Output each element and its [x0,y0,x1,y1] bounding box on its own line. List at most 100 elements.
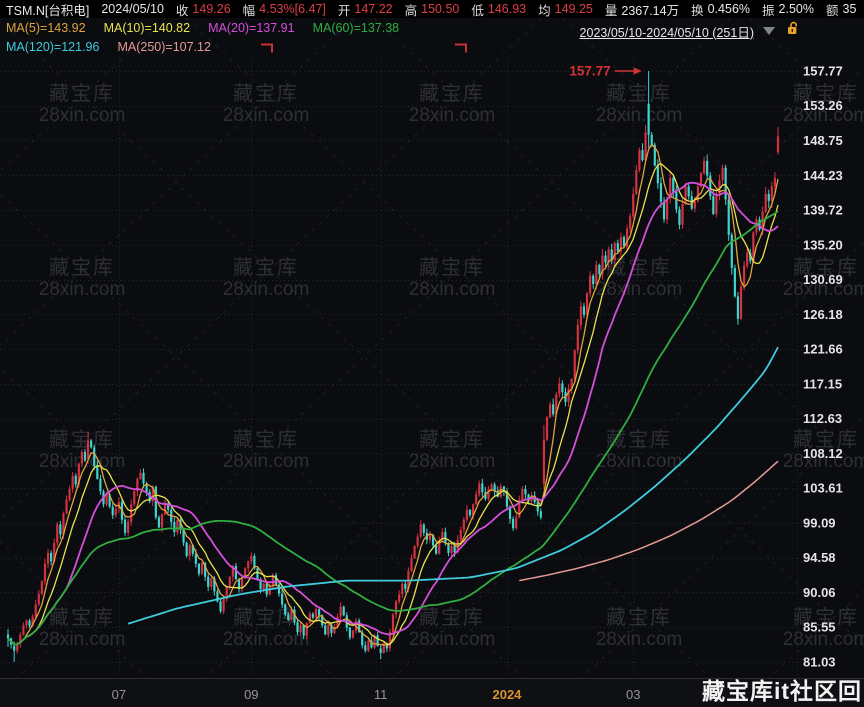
ma-legend-row-1: MA(5)=143.92 MA(10)=140.82 MA(20)=137.91 MA… [6,21,417,35]
svg-text:藏宝库: 藏宝库 [233,428,299,451]
svg-text:28xin.com: 28xin.com [409,629,496,650]
quote-field-换: 换 0.456% [691,2,751,18]
svg-text:28xin.com: 28xin.com [223,279,310,300]
ma-legend-row-2: MA(120)=121.96 MA(250)=107.12 [6,40,229,54]
svg-text:藏宝库: 藏宝库 [419,82,485,105]
svg-text:藏宝库: 藏宝库 [419,256,485,279]
legend-ma5: MA(5)=143.92 [6,21,86,35]
svg-text:90.06: 90.06 [803,585,836,600]
svg-text:94.58: 94.58 [803,550,836,565]
price-axis-labels: 157.77 153.26 148.75 144.23 139.72 135.20 130.… [803,64,843,670]
legend-ma120: MA(120)=121.96 [6,40,100,54]
svg-text:藏宝库: 藏宝库 [606,256,672,279]
quote-field-低: 低 146.93 [471,2,527,18]
svg-text:28xin.com: 28xin.com [596,105,683,126]
svg-text:藏宝库: 藏宝库 [233,606,299,629]
unlock-icon[interactable] [785,21,800,41]
svg-text:81.03: 81.03 [803,655,836,670]
quote-field-开: 开 147.22 [337,2,393,18]
svg-text:藏宝库: 藏宝库 [233,256,299,279]
svg-text:28xin.com: 28xin.com [223,451,310,472]
svg-text:28xin.com: 28xin.com [39,629,126,650]
watermark-grid: 藏宝库28xin.com藏宝库28xin.com藏宝库28xin.com藏宝库2… [39,82,864,650]
svg-text:28xin.com: 28xin.com [39,105,126,126]
svg-text:藏宝库: 藏宝库 [606,606,672,629]
legend-ma10: MA(10)=140.82 [103,21,191,35]
high-annotation: 157.77 [569,64,642,79]
svg-text:28xin.com: 28xin.com [596,629,683,650]
quote-field-收: 收 149.26 [175,2,231,18]
red-bracket-mark [455,43,467,53]
legend-ma250: MA(250)=107.12 [117,40,211,54]
svg-text:135.20: 135.20 [803,237,843,252]
svg-text:108.12: 108.12 [803,446,843,461]
svg-text:03: 03 [626,687,640,702]
svg-text:藏宝库: 藏宝库 [419,606,485,629]
svg-text:藏宝库: 藏宝库 [793,256,859,279]
svg-text:99.09: 99.09 [803,515,836,530]
svg-text:28xin.com: 28xin.com [223,105,310,126]
date-range-selector[interactable]: 2023/05/10-2024/05/10 (251日) [580,21,800,41]
svg-text:157.77: 157.77 [569,64,610,79]
symbol-name: TSM.N[台积电] [6,3,90,18]
date-range-text[interactable]: 2023/05/10-2024/05/10 (251日) [579,25,754,40]
grid [0,58,798,678]
svg-text:126.18: 126.18 [803,307,843,322]
red-bracket-mark [261,43,273,53]
svg-text:28xin.com: 28xin.com [783,105,864,126]
svg-text:藏宝库: 藏宝库 [606,428,672,451]
svg-text:148.75: 148.75 [803,133,843,148]
svg-text:藏宝库: 藏宝库 [49,256,115,279]
site-watermark: 藏宝库it社区回 [701,678,862,704]
svg-text:117.15: 117.15 [803,376,842,391]
svg-text:28xin.com: 28xin.com [409,279,496,300]
quote-field-振: 振 2.50% [762,2,814,18]
svg-text:28xin.com: 28xin.com [39,279,126,300]
svg-text:28xin.com: 28xin.com [596,451,683,472]
svg-text:28xin.com: 28xin.com [783,629,864,650]
svg-text:2024: 2024 [492,687,522,702]
svg-text:28xin.com: 28xin.com [409,451,496,472]
watermark-lattice [0,17,864,679]
time-axis-bar [0,679,864,707]
svg-text:09: 09 [244,687,258,702]
svg-text:藏宝库: 藏宝库 [49,82,115,105]
svg-text:85.55: 85.55 [803,620,836,635]
svg-text:28xin.com: 28xin.com [783,451,864,472]
svg-text:藏宝库: 藏宝库 [419,428,485,451]
quote-header: TSM.N[台积电] 2024/05/10 收 149.26 幅 4.53%[6.47… [0,0,864,18]
svg-text:157.77: 157.77 [803,64,843,79]
svg-text:28xin.com: 28xin.com [596,279,683,300]
time-tick-labels: 07 09 11 2024 03 [112,687,641,702]
svg-text:139.72: 139.72 [803,203,843,218]
svg-text:103.61: 103.61 [803,481,843,496]
svg-text:144.23: 144.23 [803,168,843,183]
svg-text:藏宝库: 藏宝库 [793,606,859,629]
quote-field-额: 额 35 [825,2,857,18]
chevron-down-icon[interactable] [763,27,775,35]
svg-text:130.69: 130.69 [803,272,843,287]
svg-text:11: 11 [374,687,388,702]
quote-field-量: 量 2367.14万 [604,3,680,18]
quote-fields: 收 149.26 幅 4.53%[6.47] 开 147.22 高 150.50 低 146.93… [176,0,864,18]
candles [6,71,780,662]
svg-text:藏宝库: 藏宝库 [233,82,299,105]
quote-date: 2024/05/10 [101,2,164,16]
quote-field-幅: 幅 4.53%[6.47] [242,2,326,18]
svg-text:藏宝库: 藏宝库 [793,428,859,451]
svg-text:藏宝库: 藏宝库 [49,428,115,451]
svg-text:07: 07 [112,687,126,702]
svg-text:28xin.com: 28xin.com [223,629,310,650]
svg-text:153.26: 153.26 [803,98,843,113]
svg-text:藏宝库: 藏宝库 [49,606,115,629]
svg-text:藏宝库: 藏宝库 [606,82,672,105]
svg-text:28xin.com: 28xin.com [409,105,496,126]
quote-field-高: 高 150.50 [404,2,460,18]
legend-ma20: MA(20)=137.91 [208,21,295,35]
svg-text:121.66: 121.66 [803,342,843,357]
svg-text:藏宝库: 藏宝库 [793,82,859,105]
quote-field-均: 均 149.25 [538,2,593,18]
legend-ma60: MA(60)=137.38 [312,21,400,35]
